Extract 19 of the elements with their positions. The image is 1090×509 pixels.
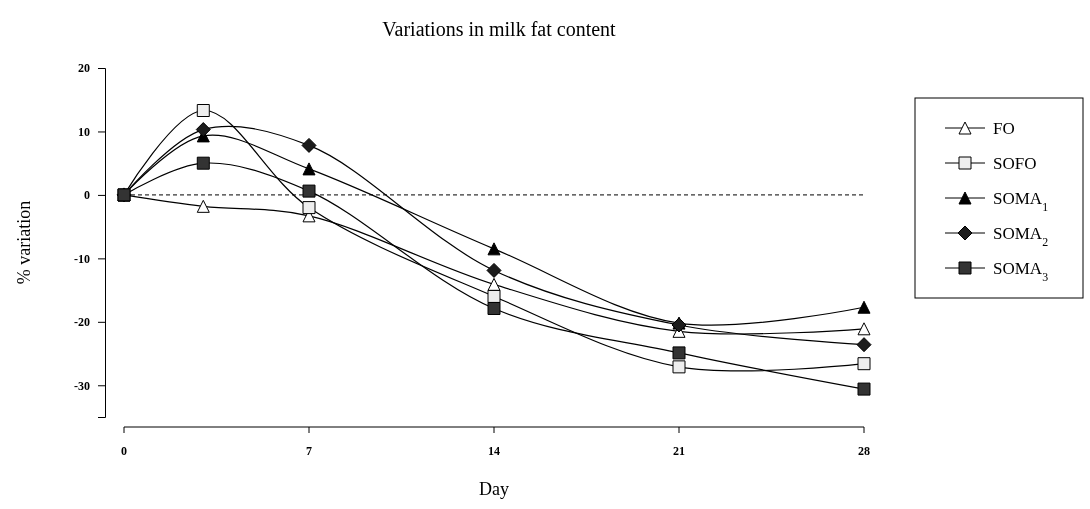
y-tick-label: 20 [78, 61, 90, 76]
legend-label: FO [993, 118, 1015, 138]
y-tick-label: -30 [74, 378, 90, 393]
y-tick-label: 10 [78, 124, 90, 139]
y-axis-title: % variation [14, 200, 34, 285]
chart-title: Variations in milk fat content [382, 18, 617, 40]
legend-label: SOMA$_{3}$ [993, 258, 1049, 284]
y-tick-label: -20 [74, 315, 90, 330]
legend-label: SOMA$_{2}$ [993, 223, 1049, 249]
x-axis-title: Day [479, 479, 509, 499]
x-tick-label: 14 [488, 444, 500, 458]
x-tick-label: 21 [673, 444, 685, 458]
y-tick-label: -10 [74, 251, 90, 266]
legend-label: SOFO [993, 153, 1037, 173]
x-tick-label: 0 [121, 444, 127, 458]
y-tick-label: 0 [84, 188, 90, 203]
legend-label: SOMA$_{1}$ [993, 188, 1049, 214]
x-tick-label: 7 [306, 444, 312, 458]
x-tick-label: 28 [858, 444, 870, 458]
